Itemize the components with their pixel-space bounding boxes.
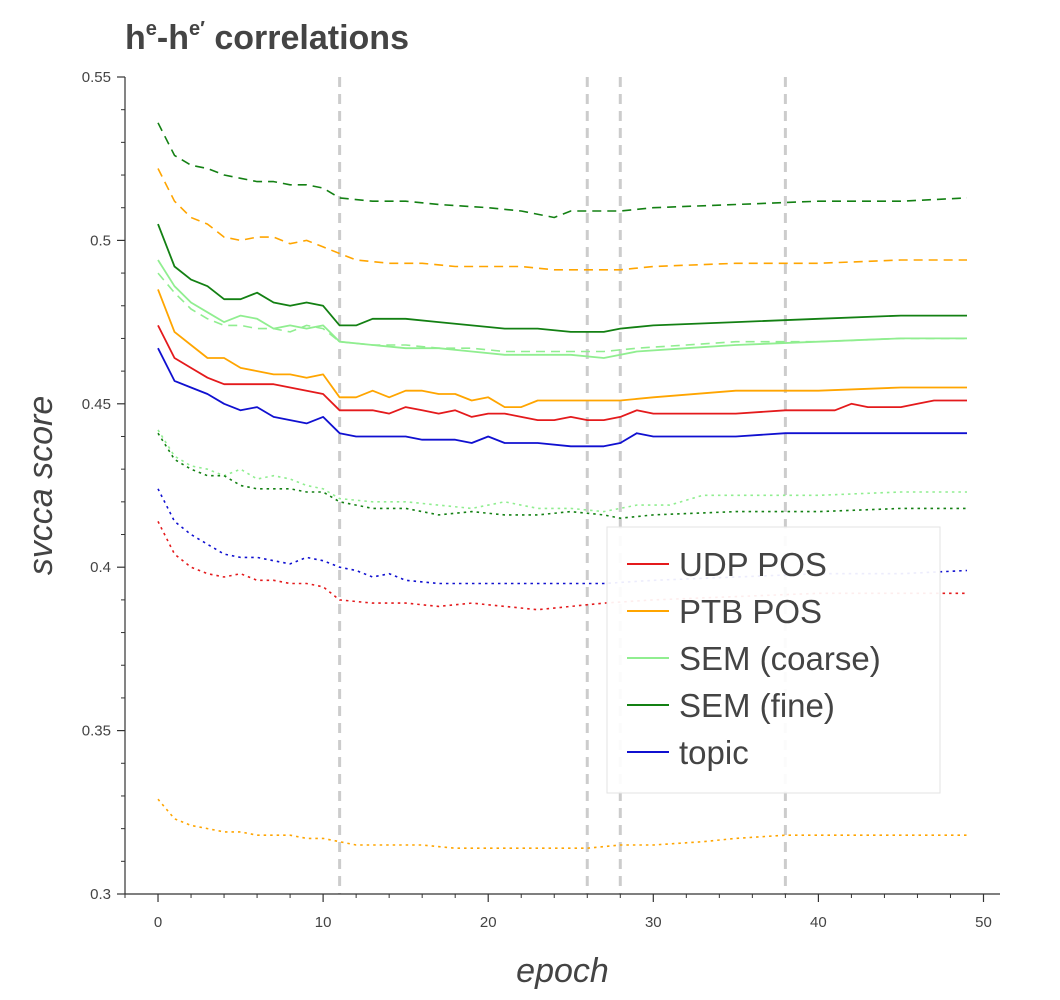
legend-label: topic (679, 734, 749, 771)
y-axis-label: svcca score (22, 396, 60, 576)
x-axis-label: epoch (516, 952, 609, 990)
y-tick-label: 0.3 (90, 886, 111, 903)
axes: 0.3 0.35 0.4 0.45 0.5 0.55 0 10 20 30 40 50 (82, 69, 1000, 931)
x-tick-label: 20 (480, 914, 497, 931)
series-line-dashed (157, 168, 967, 271)
x-tick-label: 10 (315, 914, 332, 931)
series-line-dashed (157, 272, 967, 353)
x-tick-label: 0 (154, 914, 162, 931)
legend-label: SEM (fine) (679, 687, 835, 724)
series-line-solid (157, 289, 967, 409)
series-line-solid (157, 259, 967, 359)
x-tick-label: 50 (975, 914, 992, 931)
chart-title: he-he′ correlations (125, 18, 409, 57)
legend-box (606, 526, 941, 794)
legend-label: SEM (coarse) (679, 640, 881, 677)
legend: UDP POS PTB POS SEM (coarse) SEM (fine) topi… (606, 526, 941, 794)
x-tick-label: 40 (810, 914, 827, 931)
series-line-dotted (157, 429, 967, 513)
series-line-solid (157, 324, 967, 422)
y-tick-label: 0.35 (82, 723, 111, 740)
series-line-dashed (157, 122, 968, 219)
x-tick-label: 30 (645, 914, 662, 931)
series-line-solid (157, 347, 967, 448)
series-line-solid (157, 223, 967, 333)
y-tick-label: 0.45 (82, 396, 111, 413)
y-tick-label: 0.4 (90, 559, 111, 576)
series-line-dotted (157, 521, 967, 611)
legend-label: UDP POS (679, 546, 827, 583)
legend-label: PTB POS (679, 593, 822, 630)
y-tick-label: 0.5 (90, 232, 111, 249)
series-line-dotted (157, 798, 967, 850)
y-tick-label: 0.55 (82, 69, 111, 86)
